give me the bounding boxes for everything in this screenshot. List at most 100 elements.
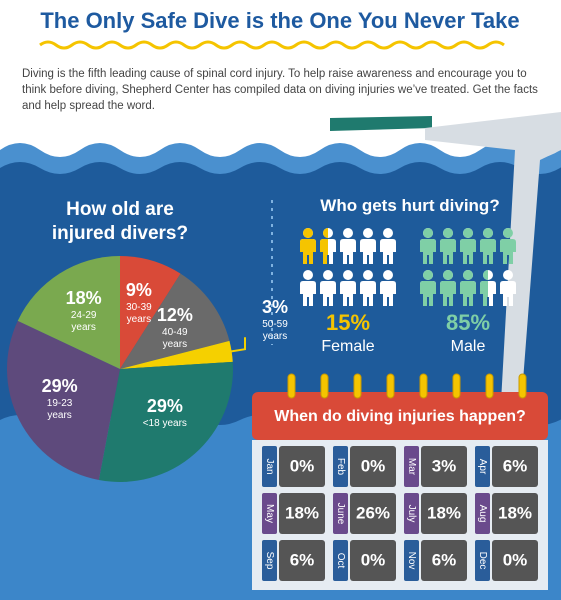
icon-head	[323, 228, 328, 238]
calendar-header	[252, 392, 548, 440]
icon-body	[420, 281, 436, 306]
share-value: 85%	[445, 310, 491, 335]
icon-head	[363, 228, 373, 238]
month-label: Sep	[264, 552, 275, 570]
person-icon	[440, 228, 456, 264]
calendar-ring	[419, 373, 428, 399]
title-underline	[39, 40, 505, 50]
month-box	[492, 446, 538, 487]
month-tab	[475, 446, 490, 487]
icon-body	[460, 239, 476, 264]
month-box	[421, 493, 467, 534]
slice-label: <18 years	[142, 417, 187, 429]
icon-body	[360, 281, 376, 306]
slice-value: 18%	[65, 287, 102, 308]
icon-head	[463, 228, 473, 238]
icon-group	[420, 228, 516, 306]
pie-title: How old are injured divers?	[51, 199, 189, 244]
platform	[425, 112, 561, 420]
month-value: 18%	[427, 503, 461, 522]
icon-body	[320, 239, 328, 264]
calendar-title: When do diving injuries happen?	[274, 408, 526, 425]
icon-body	[440, 239, 456, 264]
calendar-ring	[353, 373, 362, 399]
month-value: 0%	[361, 456, 386, 475]
icon-body	[420, 239, 436, 264]
icon-group	[300, 228, 396, 306]
month-box	[279, 446, 325, 487]
calendar-ring	[485, 373, 494, 399]
month-label: Jan	[264, 458, 275, 474]
icon-head	[463, 270, 473, 280]
month-box	[492, 493, 538, 534]
month-tab	[333, 540, 348, 581]
month-tab	[404, 493, 419, 534]
person-icon	[460, 228, 476, 264]
pie-slice	[17, 256, 120, 369]
month-box	[350, 540, 396, 581]
month-value: 0%	[361, 550, 386, 569]
month-box	[279, 540, 325, 581]
month-label: June	[335, 503, 346, 525]
slice-label: 50-59 years	[262, 319, 288, 343]
month-label: Dec	[477, 552, 488, 570]
calendar-ring	[386, 373, 395, 399]
month-value: 6%	[503, 456, 528, 475]
month-value: 26%	[356, 503, 390, 522]
icon-head	[443, 228, 453, 238]
slice-label: 30-39 years	[126, 301, 152, 325]
calendar-ring	[452, 373, 461, 399]
pie-slice	[120, 256, 181, 369]
person-icon	[500, 270, 516, 306]
person-icon	[420, 228, 436, 264]
intro: Diving is the fifth leading cause of spi…	[22, 68, 538, 112]
icon-body	[460, 281, 476, 306]
icon-body	[360, 239, 376, 264]
person-icon	[500, 228, 516, 264]
month-label: May	[264, 504, 275, 523]
month-box	[421, 540, 467, 581]
icon-head	[503, 270, 513, 280]
icon-body	[380, 239, 396, 264]
person-icon	[340, 270, 356, 306]
person-icon	[320, 270, 336, 306]
person-icon	[360, 228, 376, 264]
slice-label: 40-49 years	[162, 327, 188, 351]
icon-head	[383, 270, 393, 280]
slice-label: 19-23 years	[46, 397, 73, 421]
month-box	[350, 446, 396, 487]
icon-body	[480, 281, 488, 306]
month-value: 18%	[285, 503, 319, 522]
slice-value: 29%	[41, 375, 78, 396]
icon-body	[300, 281, 316, 306]
person-icon	[360, 270, 376, 306]
icon-body	[340, 239, 356, 264]
month-value: 6%	[432, 550, 457, 569]
month-value: 0%	[503, 550, 528, 569]
pie-slice	[6, 320, 120, 480]
icon-head	[323, 270, 333, 280]
person-icon	[340, 228, 356, 264]
icon-head	[443, 270, 453, 280]
icon-body	[300, 239, 316, 264]
month-label: July	[406, 505, 417, 523]
icon-head	[423, 270, 433, 280]
month-value: 6%	[290, 550, 315, 569]
icon-body	[340, 281, 356, 306]
month-value: 0%	[290, 456, 315, 475]
person-icon	[300, 270, 316, 306]
title: The Only Safe Dive is the One You Never …	[40, 8, 519, 33]
icon-head	[383, 228, 393, 238]
calendar-ring	[518, 373, 527, 399]
month-box	[492, 540, 538, 581]
month-label: Apr	[477, 459, 488, 475]
pie-slice	[120, 273, 230, 369]
month-tab	[333, 446, 348, 487]
leader-line	[220, 337, 247, 355]
calendar-ring	[320, 373, 329, 399]
icon-head	[343, 270, 353, 280]
person-icon	[420, 270, 436, 306]
slice-value: 3%	[261, 297, 288, 318]
